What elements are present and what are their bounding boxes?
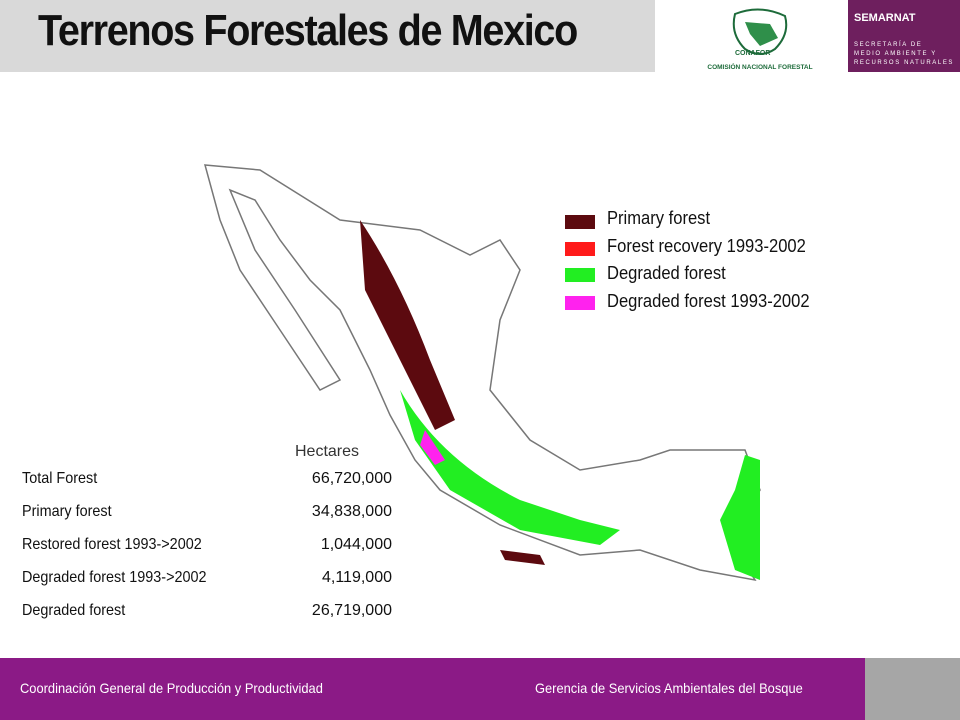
footer-left: Coordinación General de Producción y Pro…	[20, 680, 323, 696]
row-label: Restored forest 1993->2002	[22, 536, 202, 553]
legend-label: Forest recovery 1993-2002	[607, 236, 806, 256]
semarnat-line: SECRETARÍA DE	[854, 42, 923, 48]
row-value: 26,719,000	[311, 602, 392, 619]
row-label: Total Forest	[22, 470, 98, 487]
row-label: Primary forest	[22, 503, 112, 520]
row-value: 66,720,000	[311, 470, 392, 487]
conafor-logo	[732, 8, 788, 55]
legend-label: Degraded forest 1993-2002	[607, 291, 810, 311]
conafor-subtitle: COMISIÓN NACIONAL FORESTAL	[707, 64, 813, 71]
legend-swatch	[565, 215, 595, 229]
legend-swatch	[565, 268, 595, 282]
footer-right: Gerencia de Servicios Ambientales del Bo…	[535, 680, 803, 696]
semarnat-line: MEDIO AMBIENTE Y	[854, 51, 937, 57]
row-value: 34,838,000	[311, 503, 392, 520]
title-bar	[0, 0, 655, 72]
legend-swatch	[565, 296, 595, 310]
semarnat-line: RECURSOS NATURALES	[854, 60, 955, 66]
semarnat-name: SEMARNAT	[854, 12, 916, 24]
forest-map	[203, 164, 761, 582]
conafor-name: CONAFOR	[735, 50, 771, 57]
legend-swatch	[565, 242, 595, 256]
table-header: Hectares	[295, 443, 360, 460]
row-label: Degraded forest 1993->2002	[22, 569, 207, 586]
row-value: 1,044,000	[320, 536, 392, 553]
legend-label: Primary forest	[607, 208, 711, 228]
semarnat-logo	[848, 0, 960, 72]
row-value: 4,119,000	[322, 569, 392, 586]
footer-corner	[865, 658, 960, 720]
footer	[0, 658, 865, 720]
row-label: Degraded forest	[22, 602, 126, 619]
title: Terrenos Forestales de Mexico	[38, 6, 578, 55]
legend-label: Degraded forest	[607, 263, 726, 283]
